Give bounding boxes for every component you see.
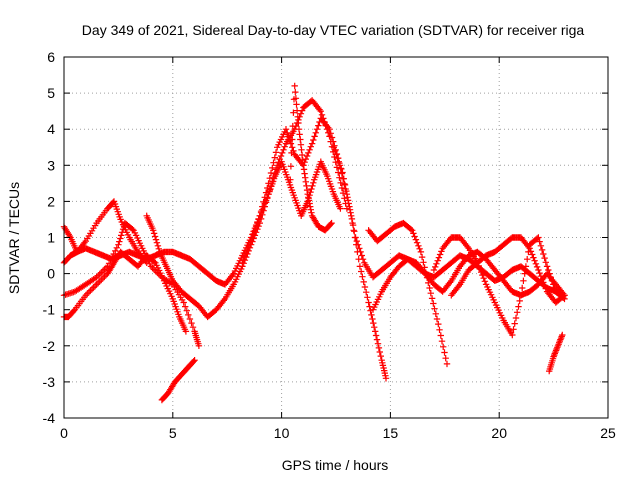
data-point-markers [448, 234, 568, 306]
series-track-6 [158, 357, 198, 404]
y-tick-label: -2 [43, 338, 56, 354]
x-tick-label: 10 [274, 425, 290, 441]
y-tick-label: 0 [47, 266, 55, 282]
series-track-13 [448, 234, 568, 306]
y-tick-label: -3 [43, 374, 56, 390]
x-tick-label: 0 [60, 425, 68, 441]
series-track-9 [330, 144, 390, 382]
x-tick-label: 20 [491, 425, 507, 441]
x-axis-label: GPS time / hours [282, 457, 389, 473]
y-tick-label: -4 [43, 410, 56, 426]
y-tick-label: 2 [47, 193, 55, 209]
y-tick-label: 1 [47, 230, 55, 246]
y-tick-label: 4 [47, 121, 55, 137]
axis-ticks: 0 5 10 15 20 25 -4 -3 -2 -1 0 1 2 3 4 5 6 [43, 49, 616, 441]
data-point-markers [546, 331, 566, 375]
data-point-markers [330, 144, 390, 382]
x-tick-label: 15 [383, 425, 399, 441]
data-marks [60, 82, 568, 404]
data-point-markers [365, 219, 451, 368]
series-track-8 [287, 82, 335, 234]
y-tick-label: 3 [47, 157, 55, 173]
data-point-markers [158, 357, 198, 404]
y-tick-label: 6 [47, 49, 55, 65]
x-tick-label: 5 [169, 425, 177, 441]
series-track-10 [365, 219, 451, 368]
y-tick-label: 5 [47, 85, 55, 101]
y-tick-label: -1 [43, 302, 56, 318]
chart-title: Day 349 of 2021, Sidereal Day-to-day VTE… [82, 22, 585, 38]
series-track-14 [546, 331, 566, 375]
y-axis-label: SDTVAR / TECUs [6, 182, 22, 294]
series-track-7 [239, 158, 344, 266]
data-point-markers [239, 158, 344, 266]
data-point-markers [287, 82, 335, 234]
x-tick-label: 25 [600, 425, 616, 441]
